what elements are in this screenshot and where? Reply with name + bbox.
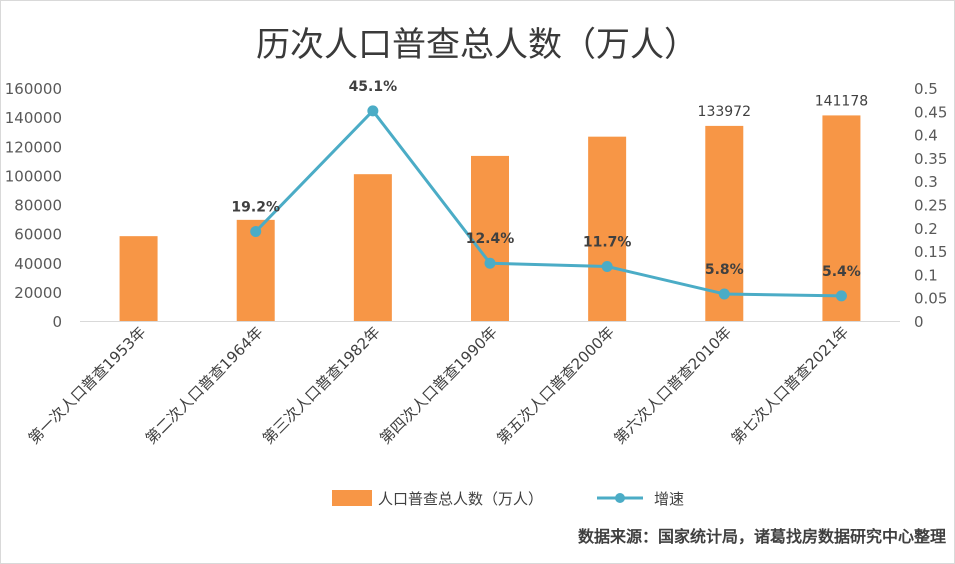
legend: 人口普查总人数（万人） 增速	[332, 490, 684, 508]
y-left-tick-label: 100000	[5, 167, 62, 185]
y-left-tick-label: 160000	[5, 80, 62, 98]
line-data-label: 45.1%	[349, 79, 398, 95]
y-right-tick-label: 0.05	[914, 290, 947, 308]
line-point	[484, 257, 496, 269]
legend-marker-line	[615, 493, 625, 503]
chart-title: 历次人口普查总人数（万人）	[256, 25, 698, 65]
bar	[471, 155, 509, 321]
line-point	[367, 105, 379, 117]
y-left-tick-label: 0	[52, 313, 62, 331]
line-point	[250, 226, 262, 238]
y-right-tick-label: 0.1	[914, 266, 938, 284]
bar	[353, 174, 392, 321]
y-left-tick-label: 60000	[14, 226, 62, 244]
line-point	[835, 290, 847, 302]
y-left-tick-label: 40000	[14, 255, 62, 273]
y-right-tick-label: 0.15	[914, 243, 947, 261]
line-series	[250, 105, 847, 302]
y-right-tick-label: 0	[914, 313, 924, 331]
line-point	[601, 260, 613, 272]
growth-line	[254, 109, 842, 298]
y-left-tick-label: 140000	[5, 109, 62, 127]
legend-swatch-bar	[332, 490, 372, 506]
line-point	[718, 288, 730, 300]
y-right-tick-label: 0.45	[914, 103, 947, 121]
y-right-tick-label: 0.4	[914, 127, 938, 145]
y-right-tick-label: 0.2	[914, 220, 938, 238]
bar	[822, 115, 861, 321]
line-data-label: 11.7%	[583, 234, 632, 250]
line-data-label: 12.4%	[466, 231, 515, 247]
bar-data-label: 133972	[698, 104, 751, 120]
bar	[119, 236, 158, 321]
bar-series	[119, 115, 861, 321]
bar	[588, 136, 627, 321]
y-right-tick-label: 0.35	[914, 150, 947, 168]
y-right-tick-label: 0.25	[914, 197, 947, 215]
y-right-tick-label: 0.3	[914, 173, 938, 191]
source-note: 数据来源：国家统计局，诸葛找房数据研究中心整理	[578, 527, 946, 546]
data-labels: 133972 141178 19.2% 45.1% 12.4% 11.7% 5.8% 5.4%	[231, 79, 868, 280]
line-data-label: 5.4%	[822, 264, 861, 280]
line-data-label: 19.2%	[231, 200, 280, 216]
y-left-tick-label: 20000	[14, 284, 62, 302]
y-left-tick-label: 80000	[14, 197, 62, 215]
y-right-tick-label: 0.5	[914, 80, 938, 98]
line-data-label: 5.8%	[705, 262, 744, 278]
y-left-tick-label: 120000	[5, 138, 62, 156]
bar-data-label: 141178	[815, 93, 868, 109]
legend-label-bar: 人口普查总人数（万人）	[378, 490, 543, 508]
legend-label-line: 增速	[654, 490, 684, 508]
